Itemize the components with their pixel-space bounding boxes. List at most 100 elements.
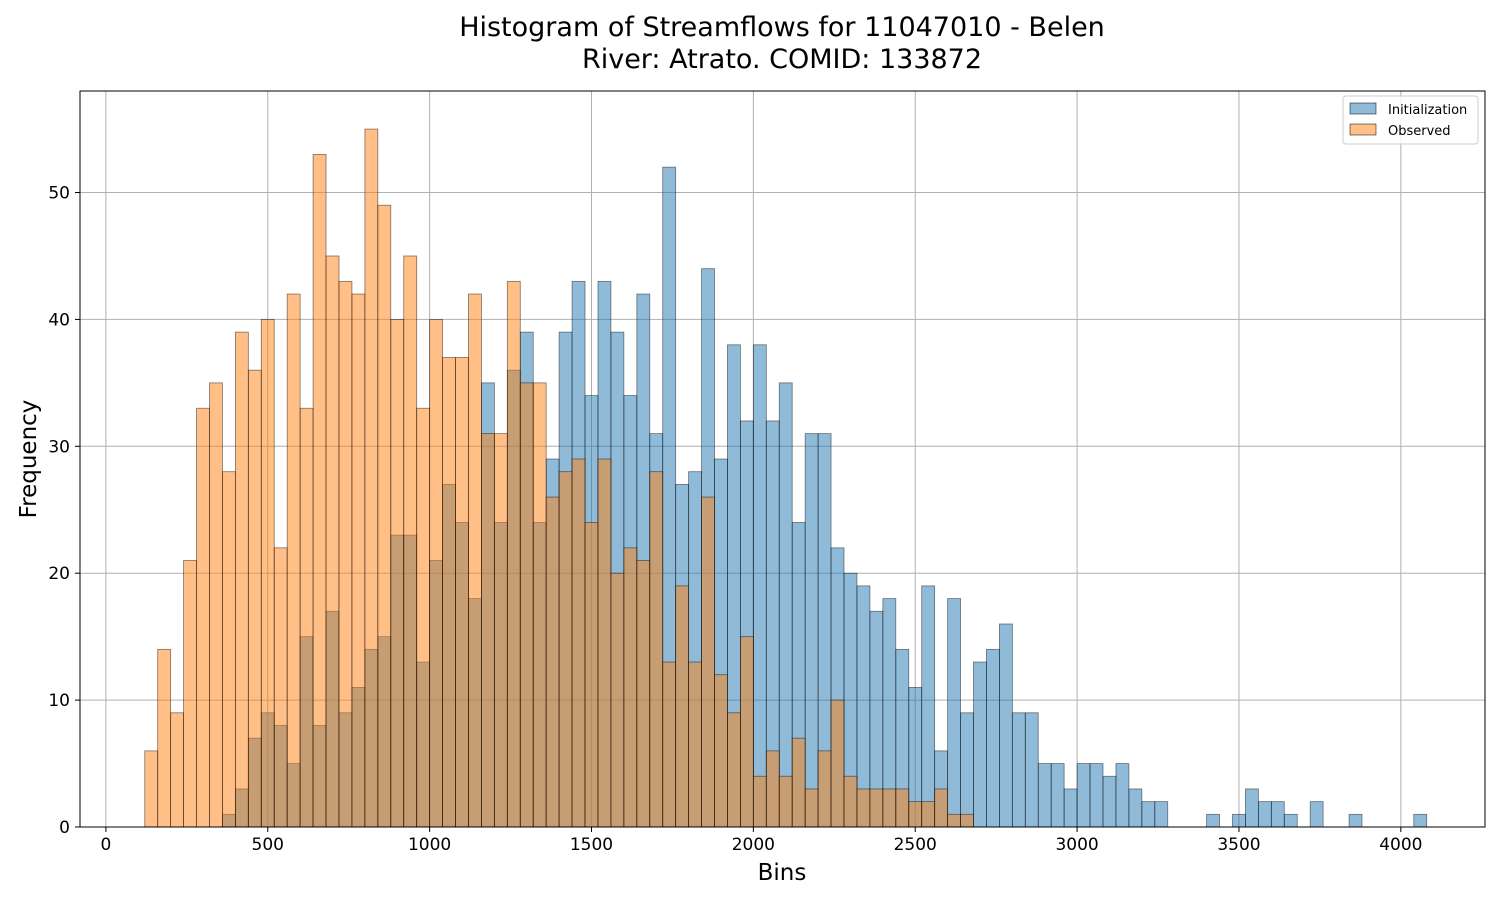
observed-bar <box>636 560 651 828</box>
observed-bar <box>325 255 340 828</box>
initialization-bar <box>1089 763 1104 828</box>
initialization-bar <box>973 661 987 828</box>
observed-bar <box>843 775 858 828</box>
x-tick-label: 2000 <box>732 835 775 855</box>
y-tick-label: 30 <box>48 437 70 457</box>
initialization-bar <box>1283 813 1298 828</box>
legend-label-observed: Observed <box>1388 124 1451 139</box>
observed-bar <box>960 813 974 828</box>
initialization-bar <box>1063 788 1078 828</box>
observed-bar <box>765 750 780 828</box>
y-tick-label: 0 <box>59 818 70 838</box>
x-axis-label: Bins <box>758 860 807 886</box>
legend-box <box>1342 95 1479 145</box>
initialization-bar <box>752 344 767 828</box>
observed-bar <box>752 775 767 828</box>
observed-bar <box>558 471 573 828</box>
observed-bar <box>506 280 521 828</box>
observed-bar <box>740 636 754 828</box>
observed-bar <box>468 293 482 828</box>
observed-bar <box>403 255 418 828</box>
initialization-bar <box>1413 813 1428 828</box>
chart-title: Histogram of Streamflows for 11047010 - … <box>459 12 1105 43</box>
initialization-bar <box>1011 712 1026 828</box>
observed-bar <box>817 750 832 828</box>
x-tick-label: 3500 <box>1217 835 1260 855</box>
initialization-bar <box>921 585 936 828</box>
observed-bar <box>286 293 301 828</box>
observed-bar <box>312 154 327 828</box>
observed-bar <box>222 471 236 828</box>
legend-label-initialization: Initialization <box>1388 103 1467 118</box>
initialization-bar <box>1128 788 1143 828</box>
observed-bar <box>869 788 884 828</box>
observed-bar <box>778 775 793 828</box>
observed-bar <box>390 319 405 828</box>
observed-bar <box>493 433 508 828</box>
chart-subtitle: River: Atrato. COMID: 133872 <box>582 44 982 75</box>
initialization-bar <box>1154 801 1169 828</box>
initialization-bar <box>1257 801 1272 828</box>
observed-bar <box>882 788 897 828</box>
initialization-bar <box>1115 763 1130 828</box>
initialization-bar <box>986 648 1000 828</box>
observed-bar <box>623 547 638 828</box>
observed-bar <box>830 699 845 828</box>
observed-bar <box>455 357 469 828</box>
observed-bars <box>144 128 974 828</box>
x-axis-ticks: 0 500 1000 1500 2000 2500 3000 3500 4000 <box>100 827 1422 855</box>
observed-bar <box>714 674 728 828</box>
x-tick-label: 500 <box>252 835 284 855</box>
plot-frame <box>79 90 1486 828</box>
observed-bar <box>364 128 379 828</box>
y-axis-label: Frequency <box>16 400 42 519</box>
x-tick-label: 1500 <box>570 835 613 855</box>
observed-bar <box>416 407 431 828</box>
observed-bar <box>597 458 612 828</box>
observed-bar <box>260 319 275 828</box>
observed-bar <box>170 712 184 828</box>
initialization-bar <box>1348 813 1363 828</box>
observed-bar <box>571 458 586 828</box>
initialization-bar <box>1050 763 1065 828</box>
observed-bar <box>688 661 702 828</box>
y-axis-ticks: 0 10 20 30 40 50 <box>48 184 80 838</box>
observed-bar <box>610 572 625 828</box>
observed-bar <box>209 382 223 828</box>
observed-bar <box>377 204 392 828</box>
observed-bar <box>947 813 961 828</box>
initialization-bar <box>960 712 974 828</box>
observed-bar <box>791 737 806 828</box>
observed-bar <box>157 648 172 828</box>
initialization-bar <box>778 382 793 828</box>
observed-bar <box>338 280 353 828</box>
y-tick-label: 20 <box>48 564 70 584</box>
observed-bar <box>804 788 819 828</box>
x-tick-label: 2500 <box>894 835 937 855</box>
initialization-bar <box>1024 712 1039 828</box>
x-tick-label: 4000 <box>1379 835 1422 855</box>
observed-bar <box>481 433 495 828</box>
observed-bar <box>727 712 741 828</box>
observed-bar <box>545 496 560 828</box>
y-tick-label: 50 <box>48 184 70 204</box>
observed-bar <box>183 560 197 828</box>
x-tick-label: 0 <box>100 835 111 855</box>
initialization-bar <box>1102 775 1117 828</box>
observed-bar <box>351 293 366 828</box>
observed-bar <box>908 801 923 828</box>
observed-bar <box>532 382 547 828</box>
observed-bar <box>144 750 159 828</box>
observed-bar <box>649 471 664 828</box>
initialization-bar <box>1270 801 1285 828</box>
observed-bar <box>934 788 949 828</box>
legend: Initialization Observed <box>1342 95 1479 145</box>
initialization-bar <box>947 598 961 828</box>
observed-bar <box>234 331 249 828</box>
observed-bar <box>921 801 936 828</box>
observed-bar <box>196 407 210 828</box>
initialization-bar <box>1076 763 1091 828</box>
legend-swatch-initialization <box>1349 102 1377 115</box>
initialization-bar <box>1245 788 1259 828</box>
